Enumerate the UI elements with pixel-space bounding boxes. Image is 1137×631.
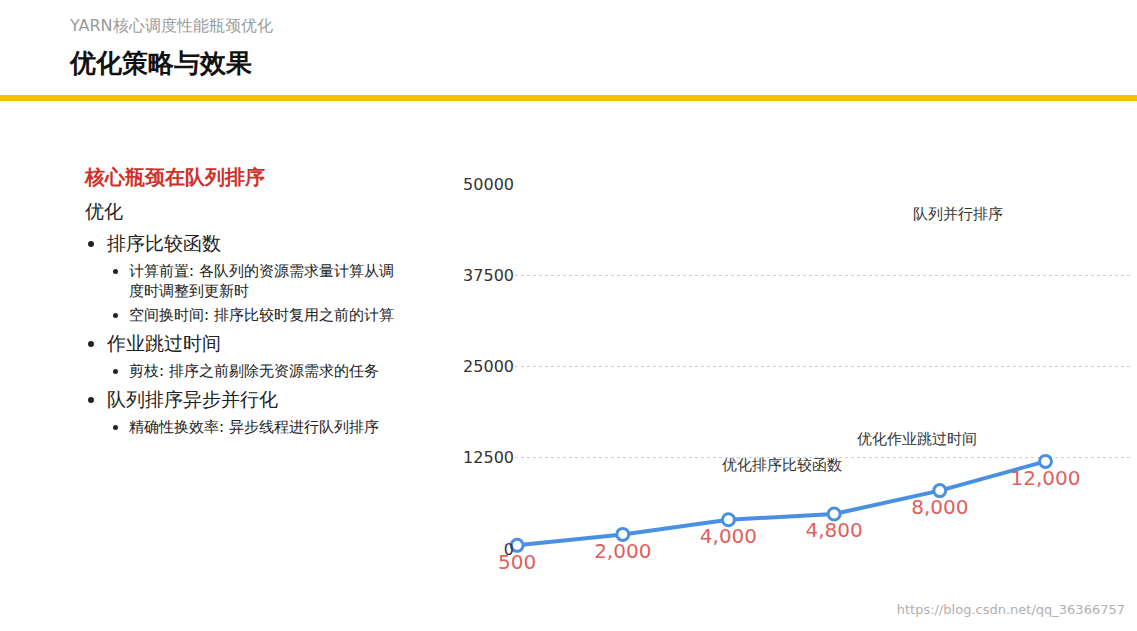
svg-text:优化作业跳过时间: 优化作业跳过时间	[857, 430, 977, 448]
svg-text:8,000: 8,000	[911, 495, 968, 519]
svg-text:优化排序比较函数: 优化排序比较函数	[722, 456, 842, 474]
svg-text:2,000: 2,000	[594, 539, 651, 563]
svg-text:37500: 37500	[463, 266, 514, 285]
html-text:空间换时间: 排序比较时复用之前的计算: 空间换时间: 排序比较时复用之前的计算	[129, 306, 394, 324]
svg-text:25000: 25000	[463, 357, 514, 376]
svg-text:12,000: 12,000	[1010, 466, 1080, 490]
html-text:优化: 优化	[85, 200, 123, 222]
html-text:作业跳过时间: 作业跳过时间	[107, 332, 221, 354]
html-text:核心瓶颈在队列排序: 核心瓶颈在队列排序	[85, 165, 265, 189]
svg-text:12500: 12500	[463, 448, 514, 467]
html-text:YARN核心调度性能瓶颈优化: YARN核心调度性能瓶颈优化	[70, 16, 273, 35]
svg-text:50000: 50000	[463, 175, 514, 194]
svg-text:4,800: 4,800	[805, 518, 862, 542]
html-text:排序比较函数: 排序比较函数	[107, 232, 221, 254]
html-text:https://blog.csdn.net/qq_36366: https://blog.csdn.net/qq_36366757	[896, 602, 1125, 617]
svg-text:队列并行排序: 队列并行排序	[913, 205, 1003, 223]
svg-text:4,000: 4,000	[700, 524, 757, 548]
svg-text:0: 0	[504, 540, 514, 559]
html-text:优化策略与效果: 优化策略与效果	[70, 48, 252, 78]
html-text:精确性换效率: 异步线程进行队列排序: 精确性换效率: 异步线程进行队列排序	[129, 418, 379, 436]
html-text:剪枝: 排序之前剔除无资源需求的任务: 剪枝: 排序之前剔除无资源需求的任务	[129, 362, 379, 380]
html-text:计算前置: 各队列的资源需求量计算从调度时调整到更新时: 计算前置: 各队列的资源需求量计算从调度时调整到更新时	[129, 262, 394, 300]
svg-text:500: 500	[498, 550, 536, 574]
html-text:队列排序异步并行化: 队列排序异步并行化	[107, 388, 278, 410]
